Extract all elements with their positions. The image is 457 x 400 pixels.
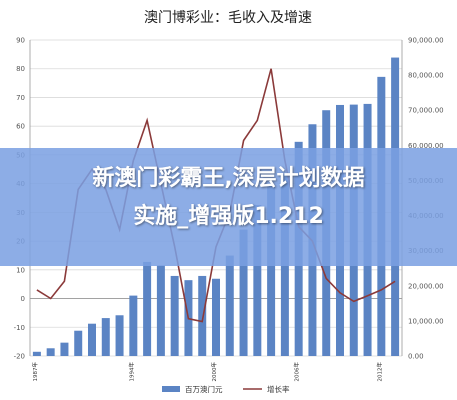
right-tick-label: 60,000.00 (408, 142, 444, 150)
left-tick-label: 80 (16, 65, 25, 73)
bar (267, 185, 276, 356)
bar (129, 295, 138, 356)
bar (74, 330, 83, 356)
overlay-banner-text: 新澳门彩霸王,深层计划数据 实施_增强版1.212 (92, 166, 365, 229)
left-tick-label: 10 (16, 266, 25, 274)
left-tick-label: 0 (21, 295, 25, 303)
bar (115, 315, 124, 356)
right-tick-label: 70,000.00 (408, 107, 444, 115)
left-tick-label: -10 (14, 324, 25, 332)
legend-line-label: 增长率 (267, 384, 290, 394)
category-label: 2012年 (375, 362, 383, 382)
legend-bar-label: 百万澳门元 (185, 384, 223, 394)
chart-title: 澳门博彩业：毛收入及增速 (144, 9, 312, 26)
bar (212, 278, 220, 356)
bar (143, 261, 152, 356)
right-tick-label: 20,000.00 (408, 282, 444, 290)
right-tick-label: 90,000.00 (408, 37, 444, 45)
right-tick-label: 0.00 (408, 353, 424, 361)
legend: 百万澳门元 增长率 (162, 384, 290, 394)
right-tick-label: 80,000.00 (408, 72, 444, 80)
bar (60, 342, 69, 356)
bar (156, 265, 165, 356)
bar (88, 323, 96, 356)
bar (170, 275, 179, 356)
left-tick-label: 90 (16, 37, 25, 45)
category-label: 2000年 (210, 362, 218, 382)
right-tick-label: 10,000.00 (408, 317, 444, 325)
left-tick-label: 60 (16, 123, 25, 131)
overlay-banner (0, 148, 457, 266)
category-label: 1987年 (31, 362, 39, 382)
bar (198, 275, 207, 356)
bar (46, 348, 55, 356)
bar (101, 318, 110, 356)
category-labels: 1987年 1994年 2000年 2006年 2012年 (31, 362, 383, 382)
left-tick-label: 70 (16, 94, 25, 102)
bar (239, 229, 248, 356)
legend-bar-swatch (162, 386, 180, 392)
bar (253, 205, 262, 356)
category-label: 2006年 (293, 362, 301, 382)
bar (32, 351, 41, 356)
left-tick-label: -20 (14, 353, 25, 361)
bar (225, 255, 234, 356)
category-label: 1994年 (127, 362, 135, 382)
